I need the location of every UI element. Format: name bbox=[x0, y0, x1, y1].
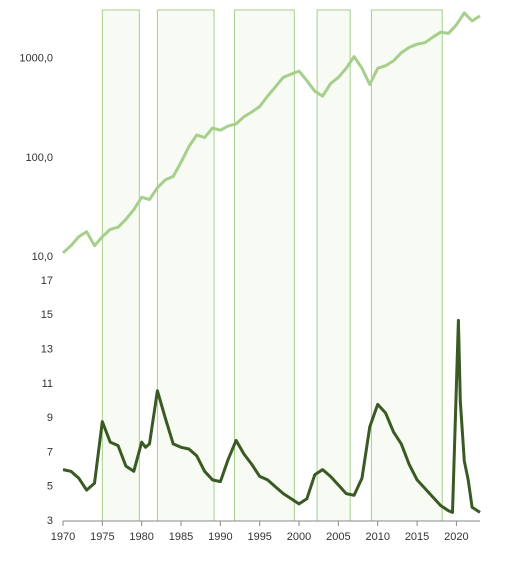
x-tick-label: 1990 bbox=[208, 531, 232, 543]
x-tick-label: 2000 bbox=[287, 531, 311, 543]
y-tick-label: 3 bbox=[47, 515, 53, 527]
x-tick-label: 1980 bbox=[129, 531, 153, 543]
x-tick-label: 1970 bbox=[51, 531, 75, 543]
y-tick-label: 10,0 bbox=[32, 251, 53, 263]
y-tick-label: 7 bbox=[47, 446, 53, 458]
x-tick-label: 2020 bbox=[444, 531, 468, 543]
shaded-period bbox=[234, 9, 295, 522]
x-tick-label: 1995 bbox=[247, 531, 271, 543]
data-line bbox=[61, 11, 481, 255]
x-tick-label: 2010 bbox=[365, 531, 389, 543]
x-tick-label: 2005 bbox=[326, 531, 350, 543]
shaded-period bbox=[316, 9, 351, 522]
y-tick-label: 100,0 bbox=[25, 152, 53, 164]
x-tick-label: 1985 bbox=[169, 531, 193, 543]
y-tick-label: 5 bbox=[47, 481, 53, 493]
y-tick-label: 11 bbox=[42, 378, 53, 390]
shaded-period bbox=[156, 9, 215, 522]
data-line bbox=[62, 318, 481, 514]
x-tick-label: 1975 bbox=[90, 531, 114, 543]
y-tick-label: 1000,0 bbox=[19, 53, 53, 65]
y-tick-label: 17 bbox=[41, 275, 53, 287]
x-tick-label: 2015 bbox=[405, 531, 429, 543]
y-tick-label: 13 bbox=[41, 343, 53, 355]
y-tick-label: 9 bbox=[47, 412, 53, 424]
shaded-period bbox=[370, 9, 443, 522]
y-tick-label: 15 bbox=[41, 309, 53, 321]
shaded-period bbox=[101, 9, 140, 522]
